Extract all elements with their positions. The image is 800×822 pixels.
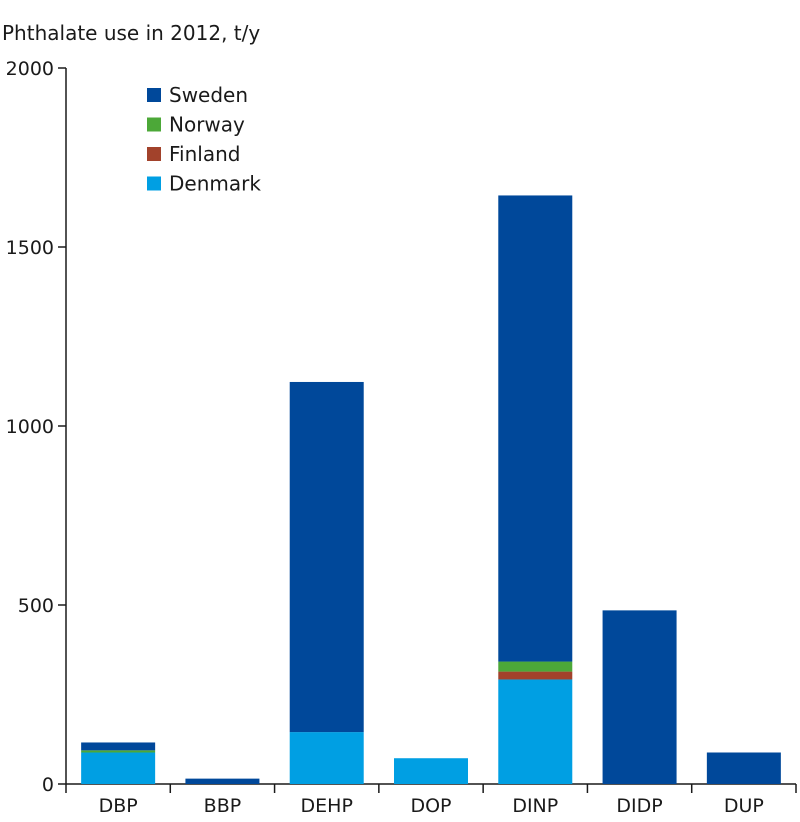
legend-label-norway: Norway <box>169 113 245 137</box>
bars <box>81 195 781 784</box>
legend-swatch-norway <box>147 117 161 132</box>
bar-segment-dinp-norway <box>498 661 573 672</box>
bar-segment-dop-denmark <box>394 758 468 784</box>
legend: Sweden Norway Finland Denmark <box>147 83 261 196</box>
legend-label-denmark: Denmark <box>169 172 261 196</box>
x-category-label: DBP <box>99 795 138 817</box>
y-tick-label: 1000 <box>6 416 54 438</box>
x-category-label: BBP <box>204 795 242 817</box>
x-axis: DBP BBP DEHP DOP DINP DIDP DUP <box>65 783 797 817</box>
y-tick-label: 0 <box>42 774 54 796</box>
x-category-label: DINP <box>512 795 558 817</box>
bar-segment-dinp-finland <box>498 671 573 680</box>
chart-title: Phthalate use in 2012, t/y <box>2 21 260 45</box>
legend-swatch-sweden <box>147 88 161 102</box>
legend-swatch-finland <box>147 147 161 161</box>
x-category-label: DOP <box>410 795 451 817</box>
x-category-label: DEHP <box>301 795 353 817</box>
y-tick-label: 1500 <box>6 237 54 259</box>
bar-segment-dinp-sweden <box>498 195 573 662</box>
legend-label-sweden: Sweden <box>169 83 248 107</box>
x-category-label: DUP <box>724 795 764 817</box>
bar-segment-dbp-norway <box>81 750 156 753</box>
y-tick-label: 500 <box>18 595 54 617</box>
bar-segment-bbp-sweden <box>185 778 260 784</box>
bar-segment-dup-sweden <box>706 752 781 784</box>
bar-segment-dehp-denmark <box>289 732 364 784</box>
bar-segment-dbp-sweden <box>81 742 156 751</box>
y-axis: 0 500 1000 1500 2000 <box>6 58 67 796</box>
bar-segment-dehp-sweden <box>289 381 364 733</box>
legend-label-finland: Finland <box>169 142 240 166</box>
bar-segment-dinp-denmark <box>498 679 573 784</box>
legend-swatch-denmark <box>147 176 161 191</box>
y-tick-label: 2000 <box>6 58 54 80</box>
bar-segment-dbp-denmark <box>81 752 156 784</box>
x-category-label: DIDP <box>616 795 662 817</box>
bar-segment-didp-sweden <box>602 610 677 784</box>
